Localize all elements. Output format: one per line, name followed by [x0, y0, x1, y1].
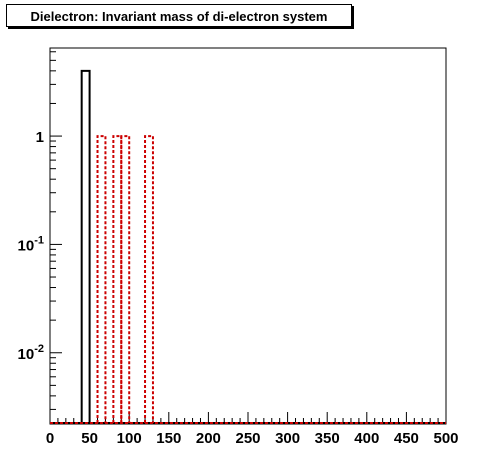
x-tick-label: 150 — [156, 430, 181, 447]
x-tick-label: 450 — [394, 430, 419, 447]
y-tick-label: 1 — [36, 129, 44, 146]
x-tick-label: 100 — [117, 430, 142, 447]
y-tick-label: 10-1 — [18, 234, 44, 254]
x-tick-label: 350 — [315, 430, 340, 447]
x-tick-label: 200 — [196, 430, 221, 447]
x-tick-label: 400 — [354, 430, 379, 447]
chart-title-box: Dielectron: Invariant mass of di-electro… — [6, 4, 352, 27]
x-tick-label: 300 — [275, 430, 300, 447]
histogram-bar — [120, 135, 131, 423]
histogram-bar — [80, 69, 91, 423]
x-tick-label: 0 — [46, 430, 54, 447]
x-tick-label: 250 — [235, 430, 260, 447]
y-tick-label: 10-2 — [18, 343, 44, 363]
plot-frame — [49, 47, 447, 425]
histogram-bar — [144, 135, 154, 423]
x-tick-label: 500 — [433, 430, 458, 447]
histogram-bar — [112, 135, 123, 423]
histogram-bar — [96, 135, 107, 423]
x-tick-label: 50 — [81, 430, 98, 447]
chart-title: Dielectron: Invariant mass of di-electro… — [30, 9, 328, 24]
